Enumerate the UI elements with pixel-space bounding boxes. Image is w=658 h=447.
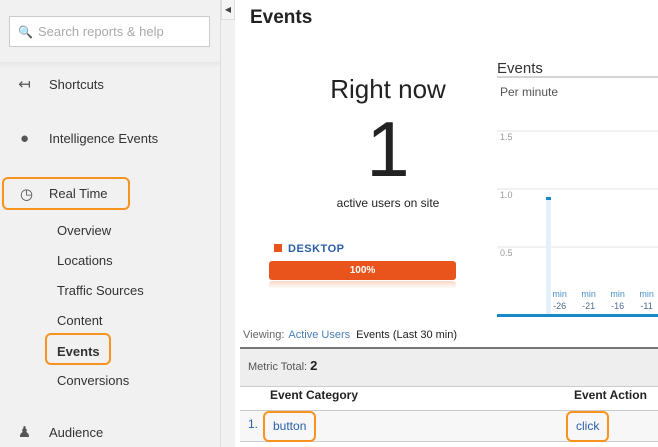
x-tick-label: -16 — [611, 301, 624, 311]
x-tick-label: min — [581, 289, 596, 299]
x-tick-label: -11 — [640, 301, 652, 311]
x-tick-label: min — [552, 289, 567, 299]
device-legend: DESKTOP — [274, 243, 344, 255]
tab-active-users[interactable]: Active Users — [288, 329, 351, 341]
sidebar-subitem-events[interactable]: Events — [45, 333, 111, 365]
column-header-event-category[interactable]: Event Category — [270, 388, 359, 402]
sidebar-subitem-content[interactable]: Content — [57, 313, 103, 328]
x-tick-label: min — [639, 289, 654, 299]
bar-cap — [546, 197, 551, 200]
event-action-link[interactable]: click — [566, 411, 610, 442]
desktop-percent-bar: 100% — [269, 261, 456, 280]
legend-swatch — [274, 244, 282, 252]
search-input[interactable]: 🔍 Search reports & help — [9, 16, 210, 47]
bar-reflection — [269, 281, 456, 289]
sidebar: 🔍 Search reports & help ↤ Shortcuts ● Intel… — [0, 0, 220, 447]
sidebar-item-real-time[interactable]: ◷ Real Time — [2, 177, 130, 210]
sidebar-item-audience[interactable]: ♟ Audience — [0, 423, 103, 441]
active-users-count: 1 — [366, 105, 410, 193]
bar — [546, 197, 551, 315]
sidebar-item-intelligence-events[interactable]: ● Intelligence Events — [0, 130, 158, 147]
sidebar-subitem-overview[interactable]: Overview — [57, 223, 112, 238]
sidebar-subitem-traffic-sources[interactable]: Traffic Sources — [57, 283, 144, 298]
right-now-title: Right now — [330, 74, 446, 104]
chart-subtitle: Per minute — [500, 85, 558, 99]
sidebar-subitem-conversions[interactable]: Conversions — [57, 373, 130, 388]
x-tick-label: -26 — [553, 301, 566, 311]
table-row — [240, 410, 658, 442]
shortcut-arrow-icon: ↤ — [18, 76, 31, 93]
y-tick-label: 1.5 — [500, 132, 513, 142]
divider — [0, 62, 220, 68]
column-header-event-action[interactable]: Event Action — [574, 388, 647, 402]
event-category-link[interactable]: button — [263, 411, 317, 442]
y-tick-label: 1.0 — [500, 190, 513, 200]
viewing-label: Viewing: — [243, 329, 285, 341]
viewing-tabs: Viewing: Active Users Events (Last 30 min) — [243, 329, 457, 341]
sidebar-item-shortcuts[interactable]: ↤ Shortcuts — [0, 75, 104, 93]
search-icon: 🔍 — [18, 24, 33, 39]
metric-total: Metric Total: 2 — [240, 347, 658, 387]
main-content: Events Right now 1 active users on site … — [236, 0, 658, 447]
chart-baseline — [497, 314, 658, 317]
tab-events[interactable]: Events (Last 30 min) — [356, 329, 458, 341]
people-icon: ♟ — [17, 424, 32, 441]
x-tick-label: -21 — [582, 301, 595, 311]
active-users-caption: active users on site — [336, 196, 440, 210]
row-index: 1. — [248, 417, 259, 431]
collapse-arrow-icon[interactable]: ◀ — [221, 0, 235, 20]
collapse-sidebar: ◀ — [220, 0, 235, 447]
page-title: Events — [250, 7, 313, 28]
events-per-minute-chart: Events Per minute 1.5 1.0 0.5 min -26 min -21 min… — [497, 60, 658, 317]
lightbulb-icon: ● — [19, 130, 30, 147]
sidebar-subitem-locations[interactable]: Locations — [57, 253, 113, 268]
x-tick-label: min — [610, 289, 625, 299]
chart-title: Events — [497, 60, 543, 77]
y-tick-label: 0.5 — [500, 248, 513, 258]
clock-icon: ◷ — [19, 185, 34, 203]
